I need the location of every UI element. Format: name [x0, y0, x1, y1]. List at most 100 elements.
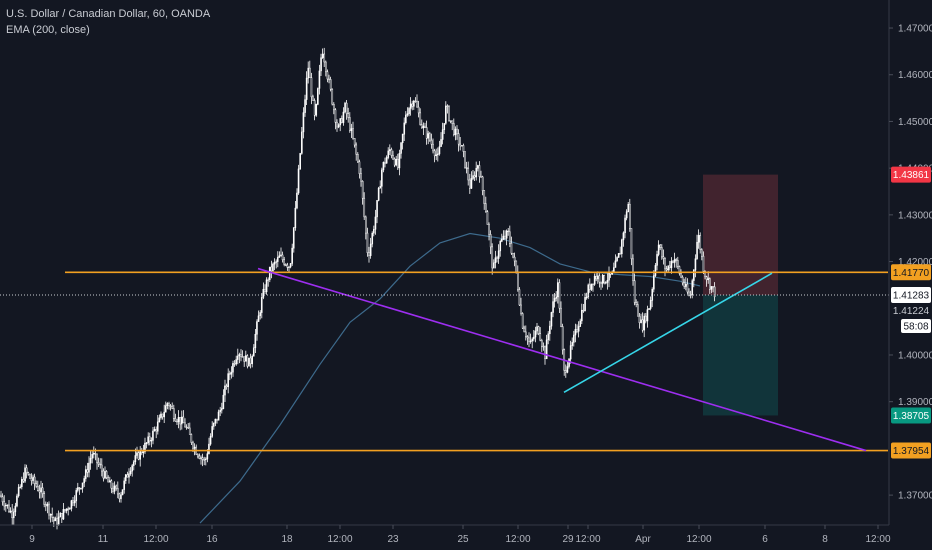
candle-body [413, 100, 415, 107]
candle-body [462, 145, 465, 152]
stop-loss-zone[interactable] [703, 174, 778, 296]
candle-body [9, 510, 12, 513]
candle-body [406, 113, 409, 116]
candle-body [5, 504, 7, 507]
candle-body [478, 165, 481, 177]
candle-body [297, 168, 300, 194]
candle-body [100, 464, 103, 472]
candle-body [597, 275, 599, 280]
candle-body [108, 480, 111, 483]
candle-body [605, 282, 607, 284]
candle-body [552, 301, 554, 313]
candle-body [502, 235, 505, 240]
candle-body [382, 161, 385, 171]
downtrend-trendline[interactable] [257, 267, 867, 452]
price-badge[interactable] [891, 287, 931, 304]
candle-body [33, 476, 36, 484]
candle-body [401, 133, 404, 144]
candle-body [505, 230, 508, 239]
candle-body [565, 370, 567, 373]
candle-body [470, 178, 473, 189]
candle-body [456, 128, 458, 134]
candle-body [177, 417, 180, 423]
candle-body [665, 268, 668, 271]
candle-body [627, 203, 630, 213]
candle-body [414, 100, 417, 103]
candle-body [61, 513, 63, 520]
candle-body [696, 241, 698, 259]
ema-line[interactable] [199, 232, 701, 524]
time-tick-label: 12:00 [143, 534, 168, 545]
candle-body [325, 61, 327, 73]
candle-body [429, 133, 431, 141]
candle-body [659, 244, 662, 248]
price-badge[interactable] [891, 264, 931, 281]
candle-body [235, 359, 237, 365]
candle-body [389, 149, 391, 152]
candle-body [19, 486, 22, 488]
candle-body [315, 104, 318, 116]
candle-body [3, 501, 6, 507]
candle-body [312, 96, 314, 101]
candle-body [712, 286, 714, 288]
candle-body [373, 229, 375, 234]
time-tick-label: 12:00 [865, 534, 890, 545]
take-profit-zone[interactable] [703, 295, 778, 416]
candle-body [29, 473, 31, 479]
uptrend-trendline[interactable] [563, 272, 773, 394]
candle-body [589, 284, 591, 290]
candle-body [641, 319, 644, 331]
candle-body [219, 409, 221, 413]
candle-body [216, 418, 218, 421]
candle-body [299, 153, 301, 170]
candle-body [633, 280, 636, 303]
candle-body [496, 257, 498, 259]
candle-body [155, 429, 157, 432]
candle-body [286, 264, 289, 268]
candle-body [537, 326, 540, 334]
candle-body [606, 279, 609, 283]
candle-body [629, 203, 631, 229]
candle-body [507, 230, 510, 233]
candle-body [321, 53, 324, 58]
candle-body [115, 485, 117, 489]
candle-body [531, 338, 534, 342]
candle-body [304, 99, 306, 113]
candle-body [465, 167, 468, 169]
candle-body [510, 243, 513, 254]
candle-body [112, 487, 114, 492]
candle-body [667, 265, 670, 271]
candle-body [113, 485, 116, 492]
candle-body [705, 276, 708, 280]
candle-body [533, 336, 535, 340]
candle-body [683, 282, 686, 287]
countdown-label: 58:08 [903, 322, 928, 333]
price-badges: 1.43861 1.41770 1.41283 1.38705 1.37954 1.412… [891, 166, 931, 459]
candle-body [397, 158, 399, 169]
candle-body [560, 307, 562, 327]
candle-body [137, 452, 140, 460]
candle-body [381, 169, 383, 187]
candle-body [132, 461, 135, 466]
price-badge[interactable] [891, 166, 931, 183]
price-tick-label: 1.45000 [898, 117, 932, 128]
candle-body [512, 252, 514, 258]
candle-body [417, 106, 420, 114]
candle-body [309, 67, 311, 78]
indicator-label[interactable]: EMA (200, close) [6, 24, 90, 36]
symbol-title[interactable]: U.S. Dollar / Canadian Dollar, 60, OANDA [6, 8, 211, 20]
candle-body [249, 357, 252, 365]
candle-body [46, 503, 49, 507]
candle-body [184, 422, 186, 428]
candle-body [366, 232, 369, 253]
price-badge[interactable] [891, 407, 931, 424]
candle-body [142, 451, 145, 454]
candle-body [248, 357, 250, 367]
candle-body [43, 493, 46, 505]
candle-body [694, 258, 697, 271]
candle-body [51, 513, 54, 518]
candle-body [161, 413, 164, 418]
candle-body [400, 142, 402, 154]
price-badge[interactable] [891, 442, 931, 459]
